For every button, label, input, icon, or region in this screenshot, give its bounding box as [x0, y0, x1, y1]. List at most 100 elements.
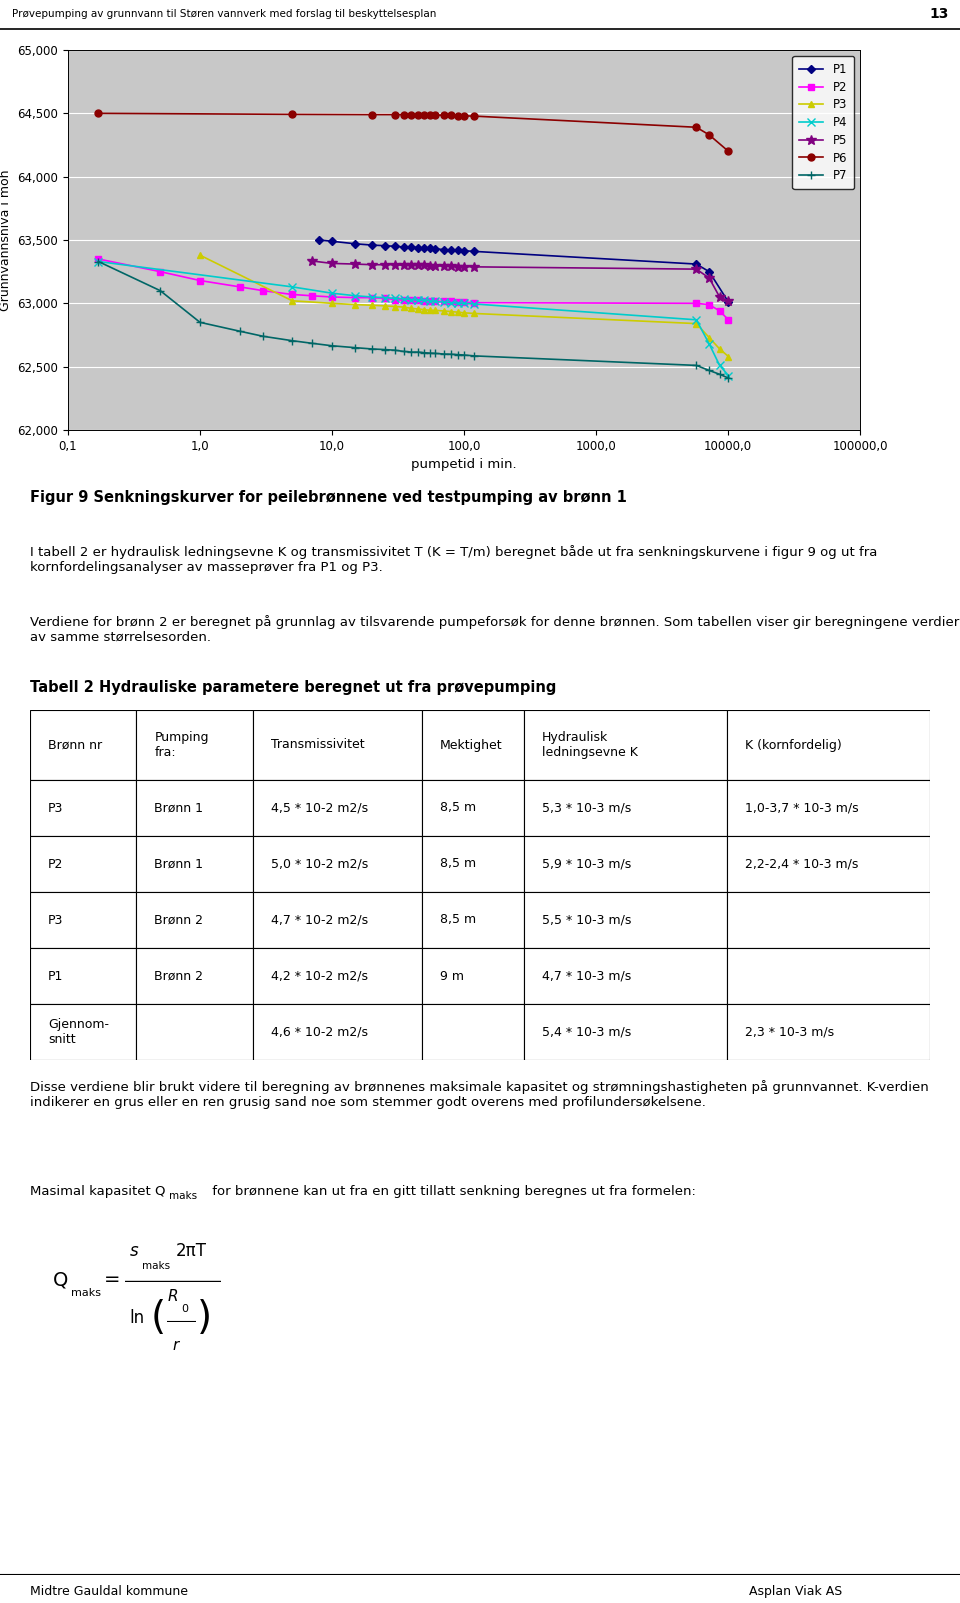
- P1: [389, 237, 400, 256]
- P2: [155, 261, 166, 281]
- P7: [468, 346, 480, 365]
- FancyBboxPatch shape: [136, 891, 252, 947]
- Text: I tabell 2 er hydraulisk ledningsevne K og transmissivitet T (K = T/m) beregnet : I tabell 2 er hydraulisk ledningsevne K …: [30, 545, 877, 574]
- P5: [366, 255, 377, 274]
- Text: 0: 0: [181, 1303, 188, 1314]
- Text: 8,5 m: 8,5 m: [440, 858, 476, 870]
- Text: 5,3 * 10-3 m/s: 5,3 * 10-3 m/s: [541, 802, 631, 814]
- P5: [306, 252, 318, 271]
- P2: [704, 295, 715, 314]
- Line: P7: P7: [94, 258, 732, 382]
- P2: [458, 293, 469, 313]
- Text: Pumping
fra:: Pumping fra:: [155, 731, 209, 758]
- P6: [366, 104, 377, 123]
- Text: Tabell 2 Hydrauliske parametere beregnet ut fra prøvepumping: Tabell 2 Hydrauliske parametere beregnet…: [30, 680, 557, 696]
- P3: [419, 300, 430, 319]
- P3: [452, 303, 464, 322]
- P1: [723, 292, 734, 311]
- Text: Figur 9 Senkningskurver for peilebrønnene ved testpumping av brønn 1: Figur 9 Senkningskurver for peilebrønnen…: [30, 491, 627, 505]
- P3: [398, 298, 410, 317]
- FancyBboxPatch shape: [422, 781, 523, 837]
- FancyBboxPatch shape: [523, 710, 727, 781]
- P4: [424, 292, 436, 311]
- FancyBboxPatch shape: [422, 891, 523, 947]
- P4: [326, 284, 338, 303]
- P4: [458, 293, 469, 313]
- P4: [445, 293, 457, 313]
- P4: [429, 292, 441, 311]
- P5: [690, 260, 702, 279]
- P6: [389, 104, 400, 123]
- P4: [419, 290, 430, 309]
- P2: [398, 290, 410, 309]
- P7: [349, 338, 361, 357]
- Text: 8,5 m: 8,5 m: [440, 802, 476, 814]
- P1: [445, 240, 457, 260]
- FancyBboxPatch shape: [523, 1003, 727, 1060]
- P5: [419, 256, 430, 276]
- FancyBboxPatch shape: [422, 837, 523, 891]
- P7: [458, 345, 469, 364]
- P2: [406, 290, 418, 309]
- P4: [406, 290, 418, 309]
- P6: [424, 106, 436, 125]
- P3: [429, 301, 441, 321]
- P4: [379, 289, 391, 308]
- P7: [257, 327, 269, 346]
- P4: [714, 356, 726, 375]
- Line: P1: P1: [317, 237, 732, 305]
- FancyBboxPatch shape: [252, 781, 422, 837]
- P7: [379, 340, 391, 359]
- FancyBboxPatch shape: [252, 1003, 422, 1060]
- P1: [704, 261, 715, 281]
- P6: [286, 104, 298, 123]
- P5: [714, 287, 726, 306]
- FancyBboxPatch shape: [727, 947, 930, 1003]
- P6: [452, 106, 464, 125]
- P7: [704, 361, 715, 380]
- P4: [690, 311, 702, 330]
- P7: [234, 322, 246, 341]
- FancyBboxPatch shape: [727, 891, 930, 947]
- P2: [306, 285, 318, 305]
- FancyBboxPatch shape: [30, 710, 136, 781]
- P3: [723, 346, 734, 365]
- P7: [406, 343, 418, 362]
- Text: Disse verdiene blir brukt videre til beregning av brønnenes maksimale kapasitet : Disse verdiene blir brukt videre til ber…: [30, 1080, 928, 1109]
- Text: 2,2-2,4 * 10-3 m/s: 2,2-2,4 * 10-3 m/s: [745, 858, 858, 870]
- Text: Transmissivitet: Transmissivitet: [271, 739, 364, 752]
- P3: [326, 293, 338, 313]
- Text: ): ): [197, 1300, 212, 1337]
- Text: Mektighet: Mektighet: [440, 739, 503, 752]
- Text: P2: P2: [48, 858, 63, 870]
- P1: [458, 240, 469, 260]
- P1: [468, 242, 480, 261]
- P7: [723, 369, 734, 388]
- P3: [424, 301, 436, 321]
- P1: [429, 239, 441, 258]
- Text: 9 m: 9 m: [440, 970, 464, 983]
- P1: [314, 231, 325, 250]
- P7: [326, 337, 338, 356]
- P3: [194, 245, 205, 264]
- Text: 4,7 * 10-2 m2/s: 4,7 * 10-2 m2/s: [271, 914, 368, 927]
- Text: maks: maks: [169, 1191, 198, 1201]
- Text: r: r: [173, 1339, 180, 1353]
- P4: [286, 277, 298, 297]
- P1: [398, 237, 410, 256]
- P6: [690, 117, 702, 136]
- FancyBboxPatch shape: [523, 837, 727, 891]
- P1: [406, 237, 418, 256]
- P5: [723, 292, 734, 311]
- P4: [452, 293, 464, 313]
- P5: [326, 253, 338, 273]
- FancyBboxPatch shape: [523, 947, 727, 1003]
- P7: [389, 340, 400, 359]
- FancyBboxPatch shape: [30, 1003, 136, 1060]
- P6: [468, 106, 480, 125]
- P5: [438, 256, 449, 276]
- P2: [286, 285, 298, 305]
- Text: 8,5 m: 8,5 m: [440, 914, 476, 927]
- P4: [723, 365, 734, 385]
- P5: [429, 256, 441, 276]
